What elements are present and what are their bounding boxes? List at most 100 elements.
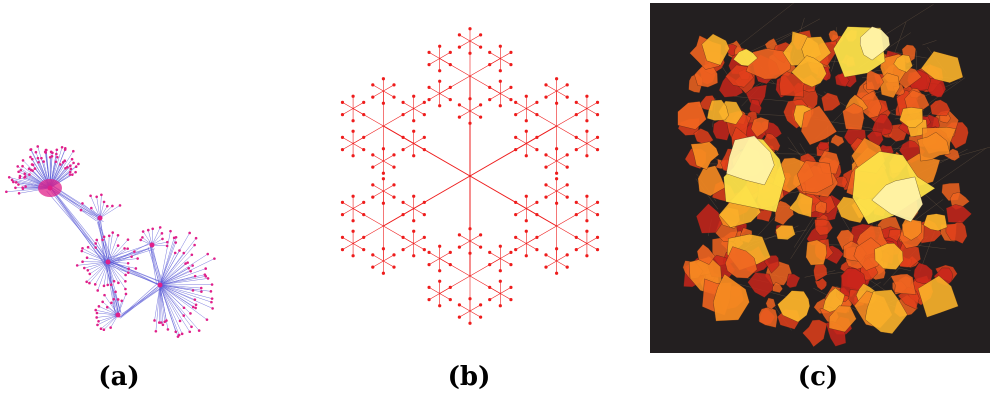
graph-node <box>61 161 65 164</box>
blob-small <box>747 272 775 298</box>
graph-node <box>173 251 177 255</box>
fractal-leaf <box>595 100 600 104</box>
graph-node <box>40 156 43 160</box>
fractal-branch <box>402 237 414 244</box>
fractal-leaf <box>412 154 416 158</box>
fractal-branch <box>342 243 354 250</box>
graph-node <box>117 281 120 285</box>
blob-small <box>814 277 827 291</box>
fractal-leaf <box>535 113 539 117</box>
graph-node <box>174 241 178 244</box>
blob-small <box>871 113 893 138</box>
fractal-leaf <box>524 119 528 123</box>
graph-node <box>79 208 83 212</box>
graph-node <box>204 267 208 270</box>
fractal-branch <box>469 34 481 42</box>
fractal-branch <box>428 258 440 265</box>
fractal-leaf <box>427 85 431 89</box>
fractal-leaf <box>422 235 426 239</box>
graph-edge <box>107 248 128 263</box>
blob-large <box>871 176 924 223</box>
graph-edge <box>95 243 109 263</box>
graph-node <box>14 181 18 184</box>
fractal-branch <box>469 234 481 242</box>
graph-edge <box>148 230 153 246</box>
graph-node <box>60 146 64 149</box>
fractal-leaf <box>340 100 345 104</box>
blob-medium <box>775 225 796 240</box>
graph-edge <box>159 284 164 325</box>
fractal-branch <box>556 184 568 192</box>
blob-small <box>945 219 968 244</box>
fractal-leaf <box>574 148 578 152</box>
graph-node <box>169 229 172 233</box>
fractal-branch <box>402 202 414 209</box>
fractal-branch <box>459 110 471 118</box>
fractal-branch <box>352 108 364 115</box>
graph-node <box>200 290 203 293</box>
fractal-leaf <box>427 250 431 254</box>
fractal-branch <box>439 293 451 300</box>
fractal-leaf <box>544 183 548 187</box>
graph-hub-node <box>157 282 163 288</box>
graph-node <box>210 297 214 300</box>
graph-node <box>176 335 180 338</box>
graph-edge <box>151 227 161 246</box>
fractal-branch <box>413 202 425 209</box>
fractal-branch <box>413 108 425 115</box>
fractal-branch <box>402 102 414 109</box>
fractal-tree-panel <box>325 0 615 360</box>
graph-edge <box>82 203 101 219</box>
fractal-leaf <box>381 177 385 181</box>
graph-node <box>63 148 67 151</box>
graph-edge <box>159 268 206 286</box>
blob-small <box>913 262 933 284</box>
fractal-leaf <box>422 248 426 252</box>
graph-edge <box>80 209 101 219</box>
graph-edge <box>51 187 112 264</box>
fractal-leaf <box>544 83 548 87</box>
fractal-branch <box>469 110 481 118</box>
graph-edge <box>159 284 166 322</box>
fractal-leaf <box>544 95 548 99</box>
graph-edge <box>89 261 109 284</box>
fractal-leaf <box>401 235 405 239</box>
fractal-tree <box>340 27 600 325</box>
fractal-leaf <box>412 119 416 123</box>
fractal-leaf <box>509 50 513 54</box>
fractal-leaf <box>555 171 559 175</box>
fractal-leaf <box>509 98 513 102</box>
graph-node <box>199 286 203 290</box>
fractal-leaf <box>524 229 528 233</box>
graph-node <box>133 250 136 253</box>
graph-node <box>55 152 58 156</box>
fractal-leaf <box>595 200 600 204</box>
fractal-leaf <box>381 271 385 275</box>
density-blob-panel <box>650 3 990 353</box>
fractal-branch <box>489 93 501 100</box>
fractal-leaf <box>427 50 431 54</box>
fractal-branch <box>439 87 451 94</box>
graph-node <box>136 257 139 260</box>
graph-node <box>36 145 40 148</box>
graph-node <box>81 260 84 264</box>
fractal-branch <box>586 102 598 109</box>
graph-edge <box>77 261 109 266</box>
fractal-leaf <box>381 247 385 251</box>
fractal-leaf <box>457 303 461 307</box>
fractal-leaf <box>535 135 539 139</box>
fractal-leaf <box>498 44 502 48</box>
fractal-leaf <box>514 113 518 117</box>
graph-node <box>191 289 195 292</box>
fractal-branch <box>372 254 384 262</box>
graph-edge <box>107 261 126 290</box>
fractal-branch <box>428 287 440 294</box>
fractal-leaf <box>574 235 578 239</box>
blob-large <box>733 48 758 67</box>
graph-node <box>112 298 116 301</box>
fractal-leaf <box>488 98 492 102</box>
fractal-branch <box>526 202 538 209</box>
fractal-leaf <box>565 183 569 187</box>
fractal-branch <box>489 258 501 265</box>
fractal-leaf <box>381 77 385 81</box>
